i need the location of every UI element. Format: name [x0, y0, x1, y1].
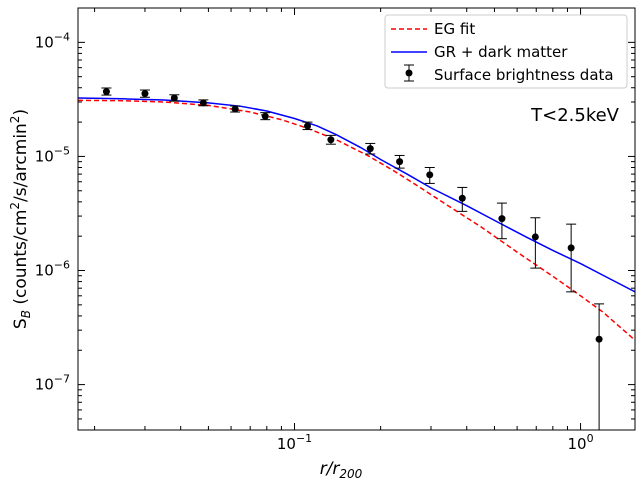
data-marker [199, 99, 207, 107]
data-point [325, 134, 336, 145]
data-point [198, 99, 209, 107]
legend-label-surface-brightness: Surface brightness data [434, 66, 614, 84]
series-layer [78, 97, 635, 341]
x-tick-label: 100 [568, 432, 594, 453]
data-marker [458, 194, 466, 202]
data-point [594, 303, 605, 430]
x-axis-label-sub: 200 [339, 467, 362, 481]
y-tick-label: 10−4 [35, 30, 70, 51]
data-point [260, 112, 271, 121]
data-marker [531, 233, 539, 241]
legend-label-eg-fit: EG fit [434, 20, 475, 38]
x-tick-label: 10−1 [277, 432, 312, 453]
y-tick-label: 10−7 [35, 373, 70, 394]
y-axis-label-exp2: 2 [8, 116, 22, 124]
legend-swatch-surface-brightness [404, 64, 414, 82]
data-marker [303, 122, 311, 130]
temperature-annotation: T<2.5keV [530, 105, 620, 126]
legend-box [384, 14, 628, 89]
y-axis-label: SB (counts/cm2/s/arcmin2) [8, 109, 33, 329]
x-axis-label: r/r200 [320, 459, 363, 481]
data-points-layer [101, 87, 605, 430]
plot-frame [77, 7, 636, 431]
data-point [169, 94, 180, 102]
data-point [424, 166, 435, 184]
y-axis-label-main: S [11, 318, 31, 329]
data-point [394, 154, 405, 169]
legend: EG fit GR + dark matter Surface brightne… [384, 14, 628, 89]
y-axis-label-units-mid: /s/arcmin [11, 123, 31, 202]
y-axis-label-close: ) [11, 109, 31, 116]
data-marker [102, 88, 110, 96]
data-point [496, 202, 507, 240]
data-point [457, 186, 468, 212]
data-marker [396, 158, 404, 166]
y-axis-label-sub: B [19, 310, 33, 318]
y-axis-label-units: (counts/cm [11, 210, 31, 305]
data-marker [366, 145, 374, 153]
eg-fit-line [78, 99, 635, 341]
data-marker [595, 335, 603, 343]
data-marker [327, 136, 335, 144]
data-point [566, 223, 577, 293]
y-tick-label: 10−5 [35, 144, 70, 165]
x-axis-label-main: r/r [320, 459, 341, 479]
data-marker [426, 171, 434, 179]
data-marker [567, 244, 575, 252]
data-marker [231, 105, 239, 113]
data-point [101, 87, 112, 96]
y-tick-label: 10−6 [35, 259, 70, 280]
y-axis-label-exp1: 2 [8, 202, 22, 210]
data-marker [498, 215, 506, 223]
tick-labels: 10−1 100 10−7 10−6 10−5 10−4 [35, 30, 594, 453]
data-point [530, 217, 541, 269]
data-point [365, 142, 376, 155]
legend-label-gr-dark-matter: GR + dark matter [434, 43, 568, 61]
data-point [302, 121, 313, 131]
data-marker [141, 90, 149, 98]
data-point [230, 105, 241, 113]
data-marker [170, 94, 178, 102]
data-point [139, 89, 150, 98]
gr-dark-matter-line [78, 97, 635, 293]
data-marker [261, 112, 269, 120]
